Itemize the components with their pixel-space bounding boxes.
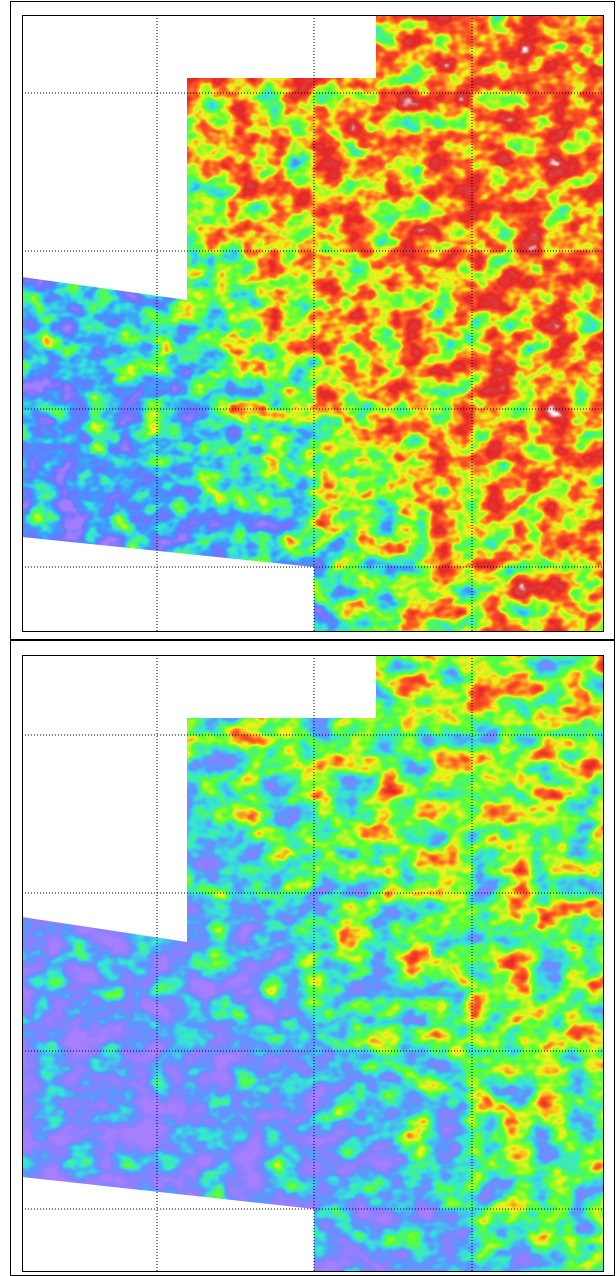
page bbox=[0, 0, 616, 1276]
map-panel-top bbox=[22, 15, 604, 632]
map-panel-bottom bbox=[22, 655, 604, 1272]
relief-image bbox=[22, 655, 604, 1272]
map-figure bbox=[0, 0, 616, 1276]
relief-image bbox=[22, 15, 604, 632]
